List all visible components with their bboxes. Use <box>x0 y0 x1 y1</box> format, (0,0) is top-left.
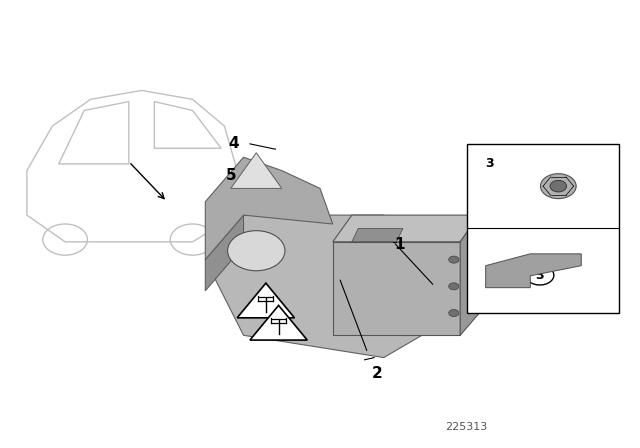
Circle shape <box>526 265 554 285</box>
Circle shape <box>449 283 459 290</box>
Polygon shape <box>231 153 282 188</box>
Bar <box>467 144 620 313</box>
Circle shape <box>449 310 459 317</box>
Text: 225313: 225313 <box>445 422 488 431</box>
Circle shape <box>540 174 576 198</box>
Text: 5: 5 <box>225 168 236 182</box>
Polygon shape <box>486 254 581 288</box>
Circle shape <box>449 256 459 263</box>
Polygon shape <box>333 215 479 242</box>
Text: 3: 3 <box>536 269 544 282</box>
Polygon shape <box>333 242 460 335</box>
Circle shape <box>550 181 566 192</box>
Text: 3: 3 <box>486 157 494 170</box>
Polygon shape <box>250 306 307 340</box>
Text: 1: 1 <box>394 237 405 251</box>
Polygon shape <box>205 215 244 291</box>
Polygon shape <box>352 228 403 242</box>
Text: 2: 2 <box>372 366 383 381</box>
Circle shape <box>228 231 285 271</box>
Polygon shape <box>205 157 333 260</box>
Polygon shape <box>237 283 294 318</box>
Polygon shape <box>460 215 479 335</box>
Polygon shape <box>205 215 460 358</box>
Text: 4: 4 <box>228 136 239 151</box>
